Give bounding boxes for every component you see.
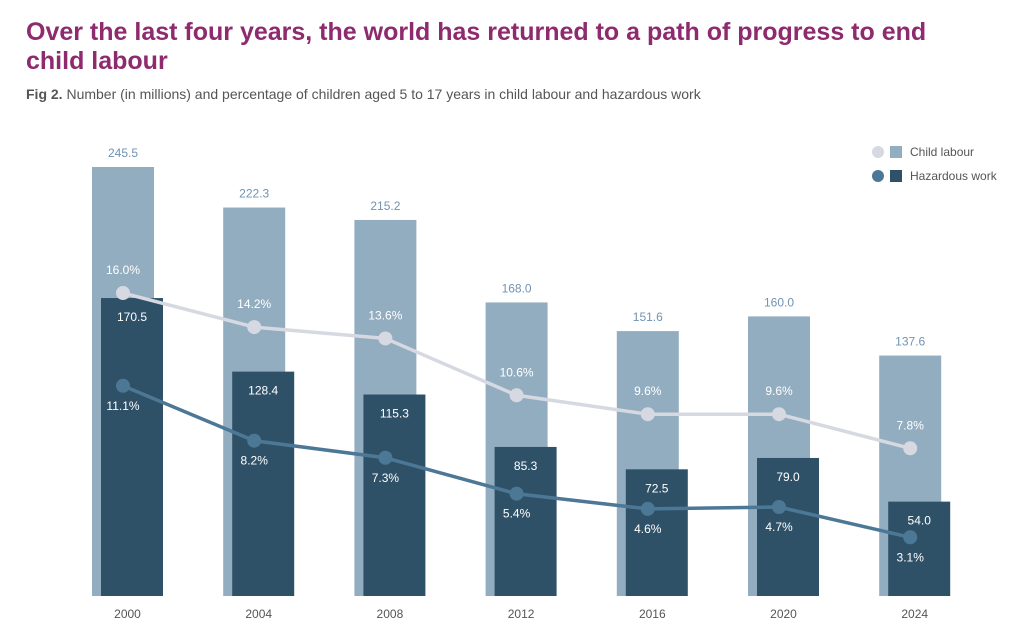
legend-hazardous-line-dot [872,170,884,182]
child-labour-value-2012: 168.0 [502,281,532,295]
hazardous-value-2004: 128.4 [248,384,278,398]
legend-item-hazardous-work: Hazardous work [872,164,997,188]
child-labour-value-2020: 160.0 [764,295,794,309]
hazardous-bar-2020 [757,457,819,596]
hazardous-bar-2000 [101,298,163,596]
legend-hazardous-bar-swatch [890,170,902,182]
hazardous-pct-point-2020 [772,499,786,514]
hazardous-pct-point-2024 [903,530,918,545]
legend-hazardous-label: Hazardous work [910,169,997,183]
child-labour-pct-point-2024 [903,441,918,456]
child-labour-pct-label-2008: 13.6% [368,308,402,322]
subtitle-text: Number (in millions) and percentage of c… [66,86,701,102]
hazardous-value-2020: 79.0 [776,470,800,484]
child-labour-pct-label-2004: 14.2% [237,297,271,311]
hazardous-pct-label-2024: 3.1% [897,550,925,564]
child-labour-pct-point-2004 [247,320,262,335]
legend-item-child-labour: Child labour [872,140,997,164]
hazardous-bar-2016 [625,469,688,596]
child-labour-pct-point-2020 [772,407,786,422]
x-tick-label-2008: 2008 [377,607,404,621]
hazardous-value-2008: 115.3 [380,407,409,421]
hazardous-pct-point-2012 [509,486,524,501]
hazardous-pct-label-2008: 7.3% [372,471,400,485]
hazardous-pct-point-2008 [378,450,393,465]
child-labour-pct-label-2000: 16.0% [106,263,140,277]
figure-number: Fig 2. [26,86,63,102]
hazardous-value-2016: 72.5 [645,481,669,495]
child-labour-value-2016: 151.6 [633,310,663,324]
chart-title: Over the last four years, the world has … [26,18,927,75]
hazardous-pct-label-2012: 5.4% [503,507,531,521]
x-tick-label-2004: 2004 [245,607,272,621]
hazardous-bar-2012 [494,446,557,596]
x-tick-label-2016: 2016 [639,607,666,621]
legend-child-labour-bar-swatch [890,146,902,158]
hazardous-pct-point-2000 [116,378,130,393]
hazardous-pct-label-2004: 8.2% [241,454,269,468]
hazardous-pct-point-2004 [247,433,262,448]
hazardous-pct-label-2020: 4.7% [765,520,793,534]
hazardous-value-2012: 85.3 [514,459,538,473]
hazardous-bar-2008 [363,394,426,596]
hazardous-pct-label-2000: 11.1% [106,399,139,413]
chart-legend: Child labour Hazardous work [872,140,997,188]
child-labour-pct-point-2012 [509,388,524,403]
x-tick-label-2020: 2020 [770,607,797,621]
child-labour-pct-point-2016 [640,407,655,422]
legend-child-labour-line-dot [872,146,884,158]
x-tick-label-2012: 2012 [508,607,535,621]
hazardous-value-2000: 170.5 [117,310,147,324]
child-labour-pct-label-2024: 7.8% [897,418,925,432]
child-labour-pct-point-2008 [378,331,393,346]
child-labour-pct-label-2012: 10.6% [500,365,534,379]
child-labour-value-2000: 245.5 [108,146,138,160]
child-labour-pct-point-2000 [116,286,130,300]
child-labour-pct-label-2016: 9.6% [634,384,662,398]
child-labour-value-2004: 222.3 [239,187,269,201]
x-tick-label-2024: 2024 [901,607,928,621]
hazardous-pct-point-2016 [640,501,655,516]
hazardous-bar-2004 [232,371,295,596]
hazardous-bar-2024 [888,501,951,596]
child-labour-pct-label-2020: 9.6% [765,384,793,398]
hazardous-pct-label-2016: 4.6% [634,522,662,536]
x-tick-label-2000: 2000 [114,607,141,621]
chart-subtitle: Fig 2. Number (in millions) and percenta… [26,86,701,102]
hazardous-value-2024: 54.0 [908,514,932,528]
child-labour-value-2024: 137.6 [895,335,925,349]
child-labour-value-2008: 215.2 [370,199,400,213]
legend-child-labour-label: Child labour [910,145,975,159]
